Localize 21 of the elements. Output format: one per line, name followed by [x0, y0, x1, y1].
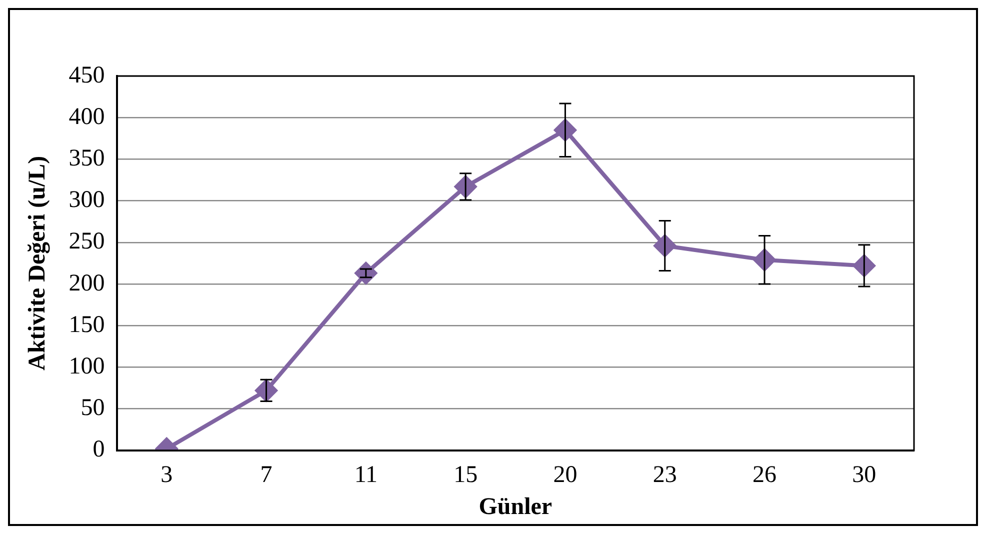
x-tick-label: 3: [160, 462, 173, 488]
x-tick-label: 11: [354, 462, 378, 488]
point: [354, 262, 377, 284]
y-tick-label: 250: [68, 228, 105, 255]
x-tick-label: 23: [652, 462, 677, 488]
y-tick-label: 400: [68, 104, 105, 130]
y-tick-label: 300: [68, 187, 105, 214]
x-tick-label: 20: [553, 462, 578, 488]
y-tick-label: 0: [92, 436, 105, 463]
y-tick-label: 450: [68, 62, 105, 88]
x-tick-label: 30: [852, 462, 876, 488]
y-axis-title: Aktivite Değeri (u/L): [24, 156, 51, 371]
x-tick-label: 26: [752, 462, 777, 488]
y-tick-label: 350: [68, 145, 105, 172]
y-tick-label: 50: [80, 395, 105, 422]
y-tick-label: 200: [68, 270, 105, 296]
y-tick-label: 100: [68, 353, 105, 380]
y-tick-label: 150: [68, 312, 105, 338]
x-axis-title: Günler: [478, 494, 552, 520]
x-tick-label: 7: [260, 462, 272, 488]
x-tick-label: 15: [454, 462, 478, 488]
